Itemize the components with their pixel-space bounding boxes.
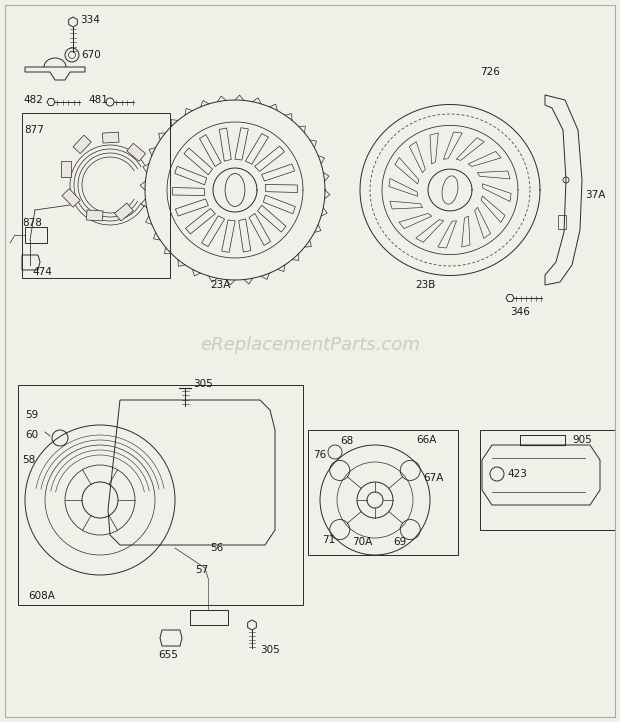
Text: 23A: 23A [210,280,231,290]
Text: 334: 334 [80,15,100,25]
Text: 60: 60 [25,430,38,440]
Bar [127,143,146,161]
Text: 474: 474 [32,267,52,277]
Text: 423: 423 [507,469,527,479]
Bar [86,210,103,221]
Text: 655: 655 [158,650,178,660]
Bar [73,135,91,154]
Text: 70A: 70A [352,537,372,547]
Bar [25,227,47,243]
Text: 305: 305 [260,645,280,655]
Text: 76: 76 [313,450,326,460]
Text: 71: 71 [322,535,335,545]
Text: 670: 670 [81,50,100,60]
Bar [115,203,133,221]
Text: 66A: 66A [416,435,436,445]
Bar [102,132,119,143]
Text: 58: 58 [22,455,35,465]
Text: 878: 878 [22,218,42,228]
Text: 59: 59 [25,410,38,420]
Bar [61,161,71,177]
Text: 23B: 23B [415,280,435,290]
Bar [22,113,170,278]
Text: 608A: 608A [28,591,55,601]
Bar [558,215,566,229]
Text: 726: 726 [480,67,500,77]
Bar [308,430,458,555]
Bar [18,385,303,605]
Text: 481: 481 [88,95,108,105]
Text: 69: 69 [393,537,406,547]
Text: 305: 305 [193,379,213,389]
Text: 482: 482 [23,95,43,105]
Text: 67A: 67A [423,473,443,483]
Bar [62,188,80,207]
Text: 37A: 37A [585,190,605,200]
Text: 346: 346 [510,307,530,317]
Text: 905: 905 [572,435,591,445]
Text: 877: 877 [24,125,44,135]
Text: 56: 56 [210,543,223,553]
Text: 57: 57 [195,565,208,575]
Text: eReplacementParts.com: eReplacementParts.com [200,336,420,354]
Text: 68: 68 [340,436,353,446]
Bar [480,430,615,530]
